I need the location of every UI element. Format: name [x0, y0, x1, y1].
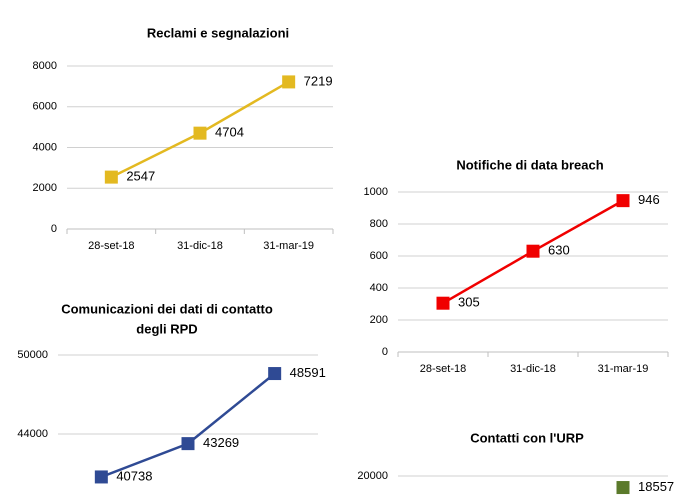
chart-title: degli RPD: [136, 321, 197, 336]
point-marker: [181, 437, 195, 451]
point-marker: [94, 470, 108, 484]
y-tick-label: 8000: [33, 60, 57, 72]
point-marker: [616, 481, 630, 495]
x-tick-label: 31-dic-18: [177, 240, 223, 252]
y-tick-label: 400: [370, 282, 388, 294]
y-tick-label: 800: [370, 218, 388, 230]
y-tick-label: 4000: [33, 141, 57, 153]
y-tick-label: 600: [370, 250, 388, 262]
data-label: 40738: [116, 468, 152, 483]
data-label: 4704: [215, 125, 244, 140]
y-tick-label: 6000: [33, 101, 57, 113]
data-label: 946: [638, 192, 660, 207]
point-marker: [526, 244, 540, 258]
point-marker: [282, 75, 296, 89]
y-tick-label: 200: [370, 314, 388, 326]
data-label: 305: [458, 295, 480, 310]
chart-title: Comunicazioni dei dati di contatto: [61, 301, 273, 316]
y-tick-label: 0: [51, 223, 57, 235]
series-line: [100, 372, 276, 479]
point-marker: [616, 194, 630, 208]
data-label: 48591: [290, 365, 326, 380]
point-marker: [193, 126, 207, 140]
data-label: 18557: [638, 479, 674, 494]
x-tick-label: 31-mar-19: [263, 240, 314, 252]
y-tick-label: 2000: [33, 182, 57, 194]
y-tick-label: 50000: [17, 349, 48, 361]
x-tick-label: 31-mar-19: [598, 363, 649, 375]
y-tick-label: 20000: [357, 470, 388, 482]
data-label: 630: [548, 243, 570, 258]
data-label: 2547: [126, 169, 155, 184]
data-label: 7219: [304, 73, 333, 88]
y-tick-label: 1000: [364, 186, 388, 198]
x-tick-label: 31-dic-18: [510, 363, 556, 375]
point-marker: [104, 170, 118, 184]
y-tick-label: 44000: [17, 428, 48, 440]
data-label: 43269: [203, 435, 239, 450]
chart-title: Reclami e segnalazioni: [147, 25, 289, 40]
point-marker: [436, 296, 450, 310]
point-marker: [268, 367, 282, 381]
chart-title: Contatti con l'URP: [470, 430, 584, 445]
y-tick-label: 0: [382, 346, 388, 358]
x-tick-label: 28-set-18: [88, 240, 134, 252]
x-tick-label: 28-set-18: [420, 363, 466, 375]
chart-title: Notifiche di data breach: [456, 157, 603, 172]
